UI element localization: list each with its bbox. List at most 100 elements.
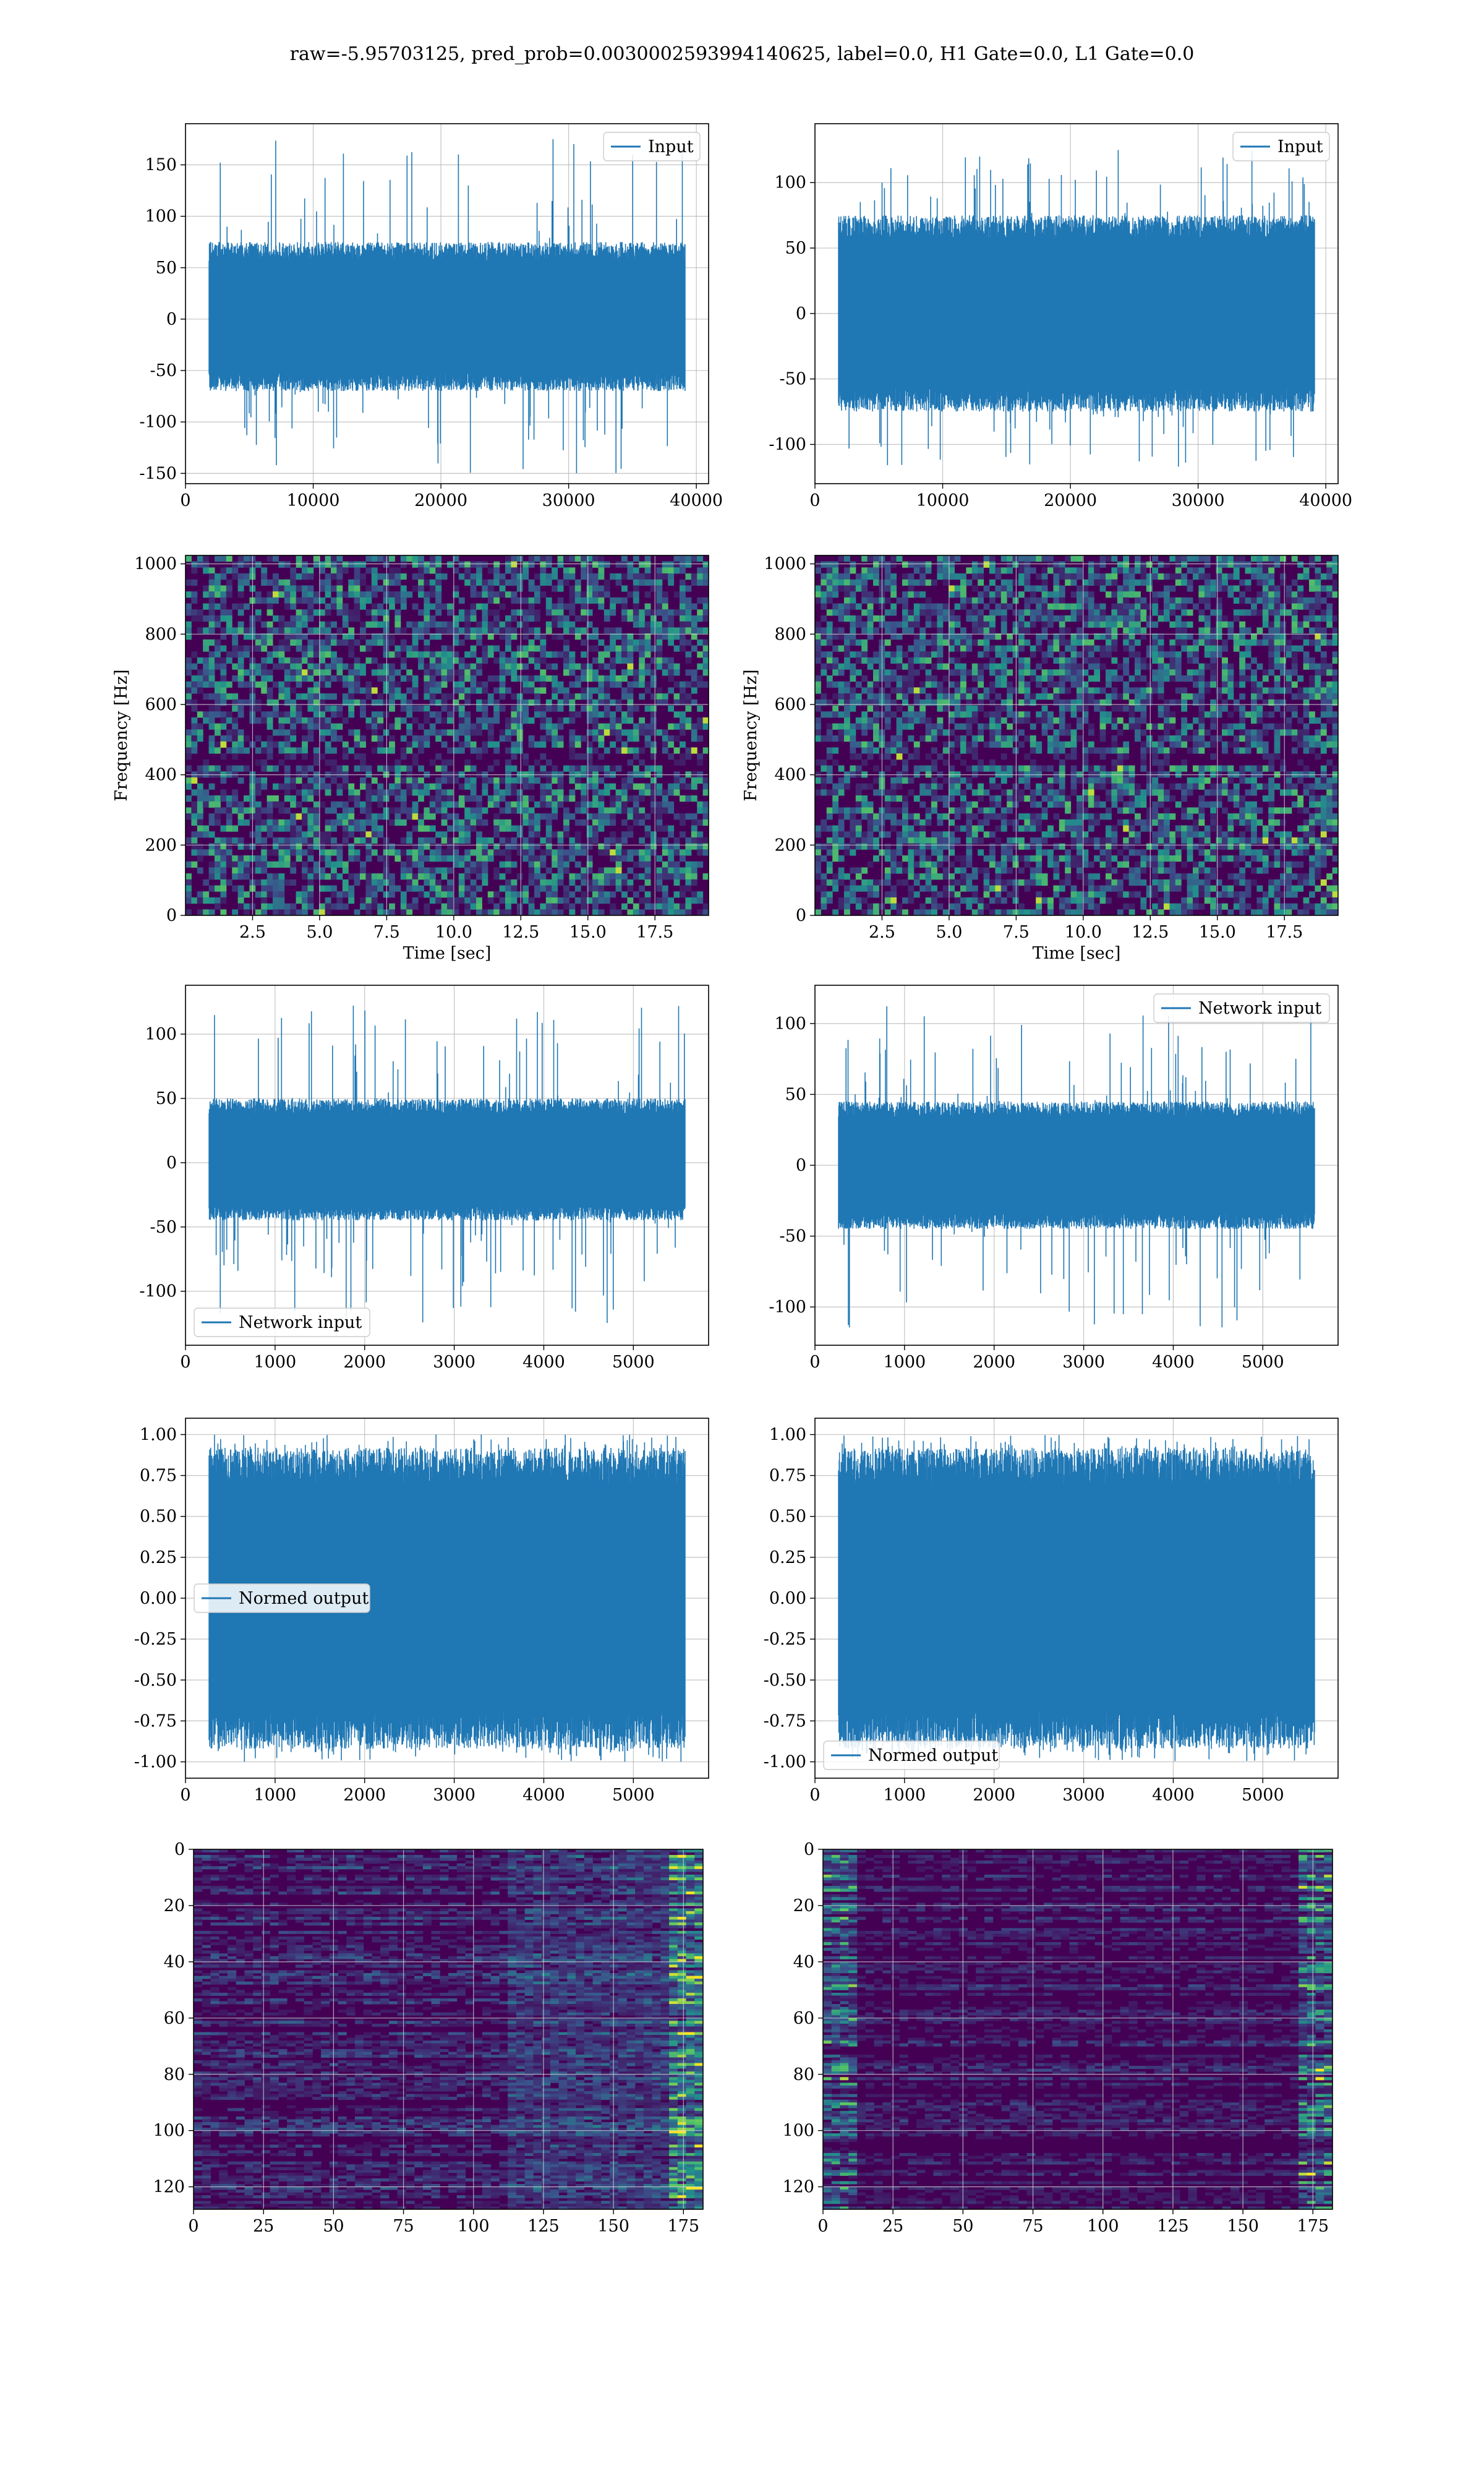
x-tick-label: 20000 [1044, 491, 1097, 510]
x-tick-label: 10.0 [1065, 923, 1102, 942]
x-tick-label: 3000 [1062, 1353, 1105, 1372]
heatmap-image [823, 1849, 1333, 2209]
y-tick-label: 0 [796, 906, 806, 925]
x-tick-label: 3000 [433, 1353, 475, 1372]
legend: Input [1232, 132, 1330, 161]
x-tick-label: 40000 [1299, 491, 1352, 510]
legend-label: Normed output [239, 1589, 369, 1608]
y-tick-label: 800 [774, 625, 806, 644]
axes-frame [814, 123, 1339, 484]
axes-frame [185, 123, 709, 484]
y-tick-label: 100 [774, 1014, 806, 1034]
y-tick-label: -50 [150, 361, 177, 380]
x-tick-label: 17.5 [1266, 923, 1303, 942]
x-tick-label: 1000 [254, 1786, 297, 1805]
axes-frame [185, 985, 709, 1346]
x-tick-label: 2.5 [239, 923, 266, 942]
y-tick-label: 100 [145, 207, 177, 226]
y-tick-label: 0.25 [140, 1548, 177, 1567]
x-tick-label: 4000 [1152, 1353, 1195, 1372]
grid-lines [186, 555, 709, 916]
y-tick-label: 50 [156, 1089, 177, 1108]
panel-row5-right: 0 25 50 75 100 125 150 175 0 20 40 60 80 100 120 [782, 1840, 1333, 2236]
y-tick-label: 100 [145, 1025, 177, 1044]
y-tick-label: 1.00 [140, 1425, 177, 1444]
y-tick-label: 20 [164, 1896, 185, 1915]
panel-row4-left: 0 1000 2000 3000 4000 5000 -1.00 -0.75 -0.50 -0.2… [134, 1418, 709, 1805]
legend-box [1232, 132, 1330, 161]
x-tick-label: 20000 [414, 491, 467, 510]
tick-group: 2.5 5.0 7.5 10.0 12.5 15.0 17.5 0 200 400 600 800 10… [764, 555, 1303, 942]
legend-label: Network input [239, 1313, 362, 1332]
x-tick-label: 0 [809, 491, 820, 510]
tick-group: 0 10000 20000 30000 40000 -150 -100 -50 0 50 100 15… [139, 156, 723, 510]
y-tick-label: 0.75 [769, 1466, 806, 1486]
y-tick-label: 80 [164, 2065, 185, 2084]
x-tick-label: 10000 [287, 491, 340, 510]
x-tick-label: 125 [527, 2217, 560, 2236]
x-tick-label: 50 [323, 2217, 344, 2236]
y-tick-label: 40 [164, 1953, 185, 1972]
axes-frame [193, 1849, 704, 2210]
legend-label: Input [648, 137, 694, 156]
x-tick-label: 4000 [1152, 1786, 1195, 1805]
y-tick-label: -50 [780, 1227, 806, 1246]
y-tick-label: -100 [769, 1298, 806, 1317]
tick-group: 2.5 5.0 7.5 10.0 12.5 15.0 17.5 0 200 400 600 800 10… [134, 555, 673, 942]
y-tick-label: -0.50 [764, 1671, 806, 1690]
y-tick-label: 0.00 [769, 1589, 806, 1608]
x-tick-label: 30000 [1172, 491, 1225, 510]
y-tick-label: -100 [139, 413, 177, 432]
x-tick-label: 0 [188, 2217, 198, 2236]
x-tick-label: 0 [180, 491, 190, 510]
axes-frame [185, 555, 709, 916]
legend: Input [603, 132, 701, 161]
x-tick-label: 0 [809, 1786, 820, 1805]
series-line-input [838, 150, 1315, 467]
y-tick-label: -150 [139, 464, 177, 483]
tick-group: 0 10000 20000 30000 40000 -100 -50 0 50 100 [769, 173, 1352, 510]
tick-group: 0 1000 2000 3000 4000 5000 -100 -50 0 50 100 [769, 1014, 1284, 1372]
series-line-network-input [208, 1005, 686, 1323]
legend-box [194, 1583, 370, 1613]
x-tick-label: 150 [597, 2217, 629, 2236]
x-tick-label: 125 [1157, 2217, 1189, 2236]
x-tick-label: 75 [1022, 2217, 1043, 2236]
x-tick-label: 40000 [670, 491, 723, 510]
y-tick-label: -100 [769, 435, 806, 455]
y-tick-label: 0.00 [140, 1589, 177, 1608]
heatmap-image [815, 555, 1338, 915]
y-tick-label: 0.25 [769, 1548, 806, 1567]
x-tick-label: 1000 [884, 1786, 926, 1805]
x-tick-label: 3000 [433, 1786, 475, 1805]
y-tick-label: 0.50 [140, 1507, 177, 1526]
y-tick-label: 100 [782, 2121, 814, 2141]
y-tick-label: 60 [793, 2009, 814, 2028]
x-tick-label: 0 [817, 2217, 828, 2236]
axes-frame [814, 555, 1339, 916]
figure-suptitle: raw=-5.95703125, pred_prob=0.00300025939… [289, 43, 1195, 65]
y-tick-label: 0.75 [140, 1466, 177, 1486]
x-tick-label: 2000 [343, 1786, 386, 1805]
x-tick-label: 5.0 [306, 923, 333, 942]
x-tick-label: 10000 [916, 491, 970, 510]
x-tick-label: 100 [458, 2217, 490, 2236]
y-tick-label: -0.25 [764, 1630, 806, 1649]
x-tick-label: 5000 [612, 1353, 655, 1372]
x-axis-label: Time [sec] [403, 944, 492, 963]
axes-frame [822, 1849, 1333, 2210]
x-tick-label: 25 [882, 2217, 903, 2236]
x-tick-label: 17.5 [636, 923, 673, 942]
y-tick-label: -1.00 [764, 1753, 806, 1772]
x-axis-label: Time [sec] [1033, 944, 1121, 963]
x-tick-label: 5000 [1242, 1786, 1284, 1805]
x-tick-label: 15.0 [1199, 923, 1236, 942]
x-tick-label: 2000 [973, 1786, 1015, 1805]
x-tick-label: 4000 [522, 1786, 565, 1805]
y-tick-label: 800 [145, 625, 177, 644]
x-tick-label: 1000 [884, 1353, 926, 1372]
y-tick-label: 0.50 [769, 1507, 806, 1526]
y-tick-label: -0.75 [764, 1711, 806, 1731]
legend-box [1153, 993, 1330, 1023]
